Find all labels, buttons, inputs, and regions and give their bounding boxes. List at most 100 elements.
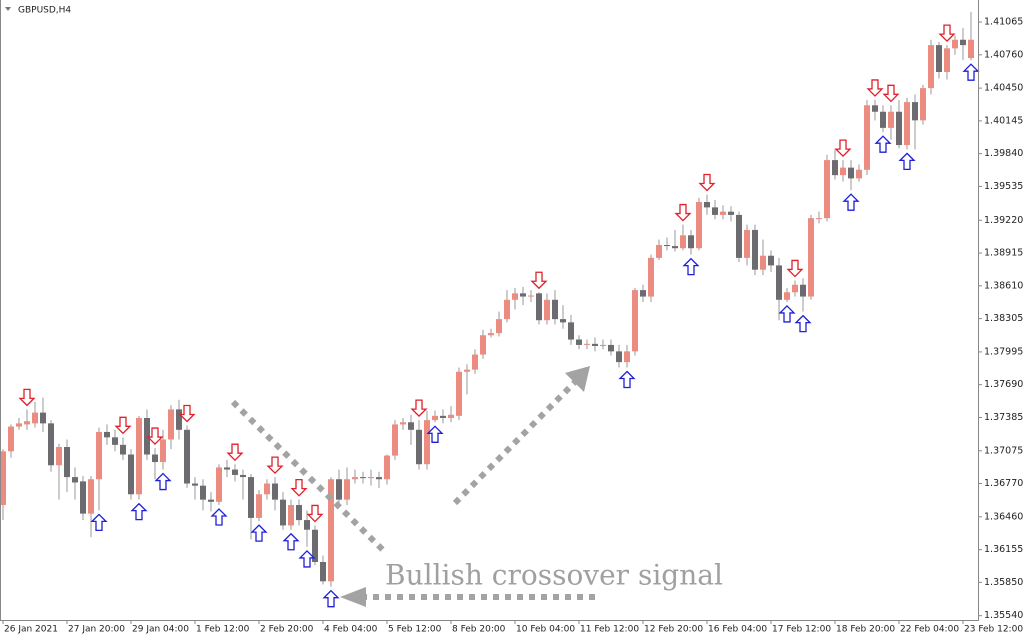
buy-arrow bbox=[898, 152, 916, 171]
y-tick-label: 1.37690 bbox=[984, 379, 1023, 390]
candle-body bbox=[80, 481, 86, 514]
candle-body bbox=[696, 202, 702, 249]
x-tick-label: 29 Jan 04:00 bbox=[132, 625, 189, 635]
sell-arrow bbox=[786, 259, 804, 278]
y-tick-label: 1.37075 bbox=[984, 445, 1023, 456]
y-tick-label: 1.36460 bbox=[984, 511, 1023, 522]
annotation-arrows bbox=[230, 379, 595, 600]
candle-body bbox=[32, 412, 38, 424]
y-tick-label: 1.38305 bbox=[984, 313, 1023, 324]
candle-body bbox=[304, 520, 310, 530]
candle-body bbox=[544, 299, 550, 321]
candle-body bbox=[904, 102, 910, 146]
candle-body bbox=[688, 235, 694, 249]
candle-body bbox=[488, 333, 494, 336]
candle-body bbox=[240, 474, 246, 478]
sell-arrow bbox=[674, 203, 692, 222]
candle-body bbox=[376, 477, 382, 480]
candle-body bbox=[800, 284, 806, 297]
sell-arrow bbox=[18, 388, 36, 407]
candle-body bbox=[600, 344, 606, 346]
candle-body bbox=[48, 423, 54, 466]
buy-arrow bbox=[842, 193, 860, 211]
buy-arrow bbox=[298, 550, 316, 568]
candle-body bbox=[776, 265, 782, 300]
candle-body bbox=[912, 102, 918, 121]
candle-body bbox=[880, 111, 886, 128]
candle-body bbox=[280, 499, 286, 526]
y-tick-label: 1.36155 bbox=[984, 544, 1023, 555]
candle-body bbox=[960, 39, 966, 46]
y-tick-label: 1.35850 bbox=[984, 577, 1023, 588]
candle-body bbox=[584, 343, 590, 345]
buy-arrow bbox=[90, 513, 108, 532]
candle-body bbox=[416, 429, 422, 465]
candle-body bbox=[672, 246, 678, 249]
candle-body bbox=[232, 469, 238, 475]
sell-arrow bbox=[698, 173, 716, 192]
candle-body bbox=[568, 322, 574, 340]
candle-body bbox=[952, 39, 958, 49]
candle-body bbox=[872, 105, 878, 112]
y-tick-label: 1.39535 bbox=[984, 181, 1023, 192]
sell-arrow bbox=[866, 79, 884, 97]
buy-arrow bbox=[282, 532, 300, 551]
candle-body bbox=[408, 422, 414, 430]
x-tick-label: 5 Feb 12:00 bbox=[388, 625, 442, 635]
candle-body bbox=[616, 351, 622, 363]
x-tick-label: 23 Feb 12:00 bbox=[964, 625, 1023, 635]
candle-body bbox=[784, 292, 790, 300]
y-tick-label: 1.38915 bbox=[984, 248, 1023, 259]
candle-body bbox=[496, 319, 502, 334]
sell-arrow bbox=[266, 456, 284, 475]
candle-body bbox=[104, 431, 110, 438]
candle-body bbox=[200, 485, 206, 500]
candle-body bbox=[40, 412, 46, 424]
y-tick-label: 1.41065 bbox=[984, 17, 1023, 28]
sell-arrow bbox=[146, 427, 164, 445]
candle-body bbox=[256, 494, 262, 518]
candle-body bbox=[400, 422, 406, 425]
candle-body bbox=[536, 293, 542, 321]
candle-body bbox=[344, 479, 350, 500]
menu-triangle[interactable] bbox=[5, 7, 11, 11]
y-tick-label: 1.37385 bbox=[984, 412, 1023, 423]
candle-body bbox=[888, 111, 894, 128]
y-tick-label: 1.36770 bbox=[984, 478, 1023, 489]
candle-body bbox=[968, 39, 974, 59]
sell-arrow bbox=[410, 399, 428, 418]
buy-arrow bbox=[962, 63, 980, 81]
y-tick-label: 1.40145 bbox=[984, 115, 1023, 126]
candle-body bbox=[944, 48, 950, 72]
candle-body bbox=[840, 167, 846, 176]
candle-body bbox=[832, 160, 838, 176]
candle-body bbox=[128, 454, 134, 495]
y-tick-label: 1.35540 bbox=[984, 610, 1023, 621]
candle-body bbox=[528, 295, 534, 297]
candle-body bbox=[640, 290, 646, 297]
sell-arrow bbox=[226, 443, 244, 462]
buy-arrow bbox=[682, 257, 700, 276]
candle-body bbox=[392, 424, 398, 456]
candle-body bbox=[680, 235, 686, 249]
x-tick-label: 11 Feb 12:00 bbox=[580, 625, 639, 635]
buy-arrow bbox=[210, 508, 228, 526]
sell-arrow bbox=[530, 271, 548, 290]
candle-body bbox=[432, 415, 438, 421]
sell-arrow bbox=[306, 504, 324, 523]
candle-body bbox=[448, 414, 454, 418]
sell-arrow bbox=[882, 84, 900, 103]
candle-body bbox=[424, 420, 430, 465]
candle-body bbox=[744, 229, 750, 258]
candle-body bbox=[656, 244, 662, 258]
chart-title: GBPUSD,H4 bbox=[18, 6, 71, 16]
candle-body bbox=[520, 293, 526, 297]
candle-body bbox=[176, 409, 182, 430]
candle-body bbox=[472, 354, 478, 370]
candle-body bbox=[576, 339, 582, 345]
buy-arrow bbox=[154, 472, 172, 491]
candle-body bbox=[312, 529, 318, 562]
candle-body bbox=[216, 467, 222, 502]
